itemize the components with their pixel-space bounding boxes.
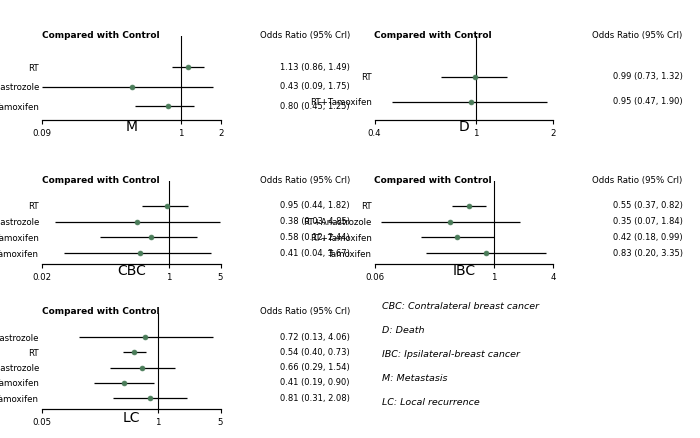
Text: M: M <box>125 120 137 134</box>
Text: 0.41 (0.19, 0.90): 0.41 (0.19, 0.90) <box>281 378 350 387</box>
Text: Compared with Control: Compared with Control <box>42 307 160 316</box>
Text: IBC: IBC <box>452 264 475 278</box>
Text: CBC: CBC <box>117 264 146 278</box>
Text: 0.95 (0.44, 1.82): 0.95 (0.44, 1.82) <box>281 201 350 210</box>
Text: Compared with Control: Compared with Control <box>42 176 160 185</box>
Text: 0.38 (0.03, 4.85): 0.38 (0.03, 4.85) <box>280 217 350 226</box>
Text: 0.58 (0.12, 2.44): 0.58 (0.12, 2.44) <box>281 233 350 242</box>
Text: Odds Ratio (95% CrI): Odds Ratio (95% CrI) <box>592 176 682 185</box>
Text: 1.13 (0.86, 1.49): 1.13 (0.86, 1.49) <box>280 63 350 72</box>
Text: LC: LC <box>122 411 140 425</box>
Text: 0.66 (0.29, 1.54): 0.66 (0.29, 1.54) <box>280 363 350 372</box>
Text: 0.83 (0.20, 3.35): 0.83 (0.20, 3.35) <box>612 249 682 258</box>
Text: Compared with Control: Compared with Control <box>374 176 492 185</box>
Text: D: D <box>458 120 469 134</box>
Text: LC: Local recurrence: LC: Local recurrence <box>382 398 480 407</box>
Text: IBC: Ipsilateral-breast cancer: IBC: Ipsilateral-breast cancer <box>382 350 519 359</box>
Text: 0.55 (0.37, 0.82): 0.55 (0.37, 0.82) <box>612 201 682 210</box>
Text: 0.54 (0.40, 0.73): 0.54 (0.40, 0.73) <box>280 348 350 357</box>
Text: Compared with Control: Compared with Control <box>42 32 160 40</box>
Text: 0.72 (0.13, 4.06): 0.72 (0.13, 4.06) <box>280 332 350 342</box>
Text: Compared with Control: Compared with Control <box>374 32 492 40</box>
Text: Odds Ratio (95% CrI): Odds Ratio (95% CrI) <box>260 32 350 40</box>
Text: M: Metastasis: M: Metastasis <box>382 374 447 383</box>
Text: D: Death: D: Death <box>382 326 424 335</box>
Text: 0.42 (0.18, 0.99): 0.42 (0.18, 0.99) <box>613 233 682 242</box>
Text: 0.80 (0.45, 1.25): 0.80 (0.45, 1.25) <box>281 102 350 110</box>
Text: 0.43 (0.09, 1.75): 0.43 (0.09, 1.75) <box>280 82 350 91</box>
Text: Odds Ratio (95% CrI): Odds Ratio (95% CrI) <box>592 32 682 40</box>
Text: 0.41 (0.04, 3.67): 0.41 (0.04, 3.67) <box>280 249 350 258</box>
Text: 0.95 (0.47, 1.90): 0.95 (0.47, 1.90) <box>613 97 682 106</box>
Text: CBC: Contralateral breast cancer: CBC: Contralateral breast cancer <box>382 302 538 311</box>
Text: 0.99 (0.73, 1.32): 0.99 (0.73, 1.32) <box>612 72 682 81</box>
Text: 0.81 (0.31, 2.08): 0.81 (0.31, 2.08) <box>280 394 350 403</box>
Text: Odds Ratio (95% CrI): Odds Ratio (95% CrI) <box>260 307 350 316</box>
Text: 0.35 (0.07, 1.84): 0.35 (0.07, 1.84) <box>612 217 682 226</box>
Text: Odds Ratio (95% CrI): Odds Ratio (95% CrI) <box>260 176 350 185</box>
